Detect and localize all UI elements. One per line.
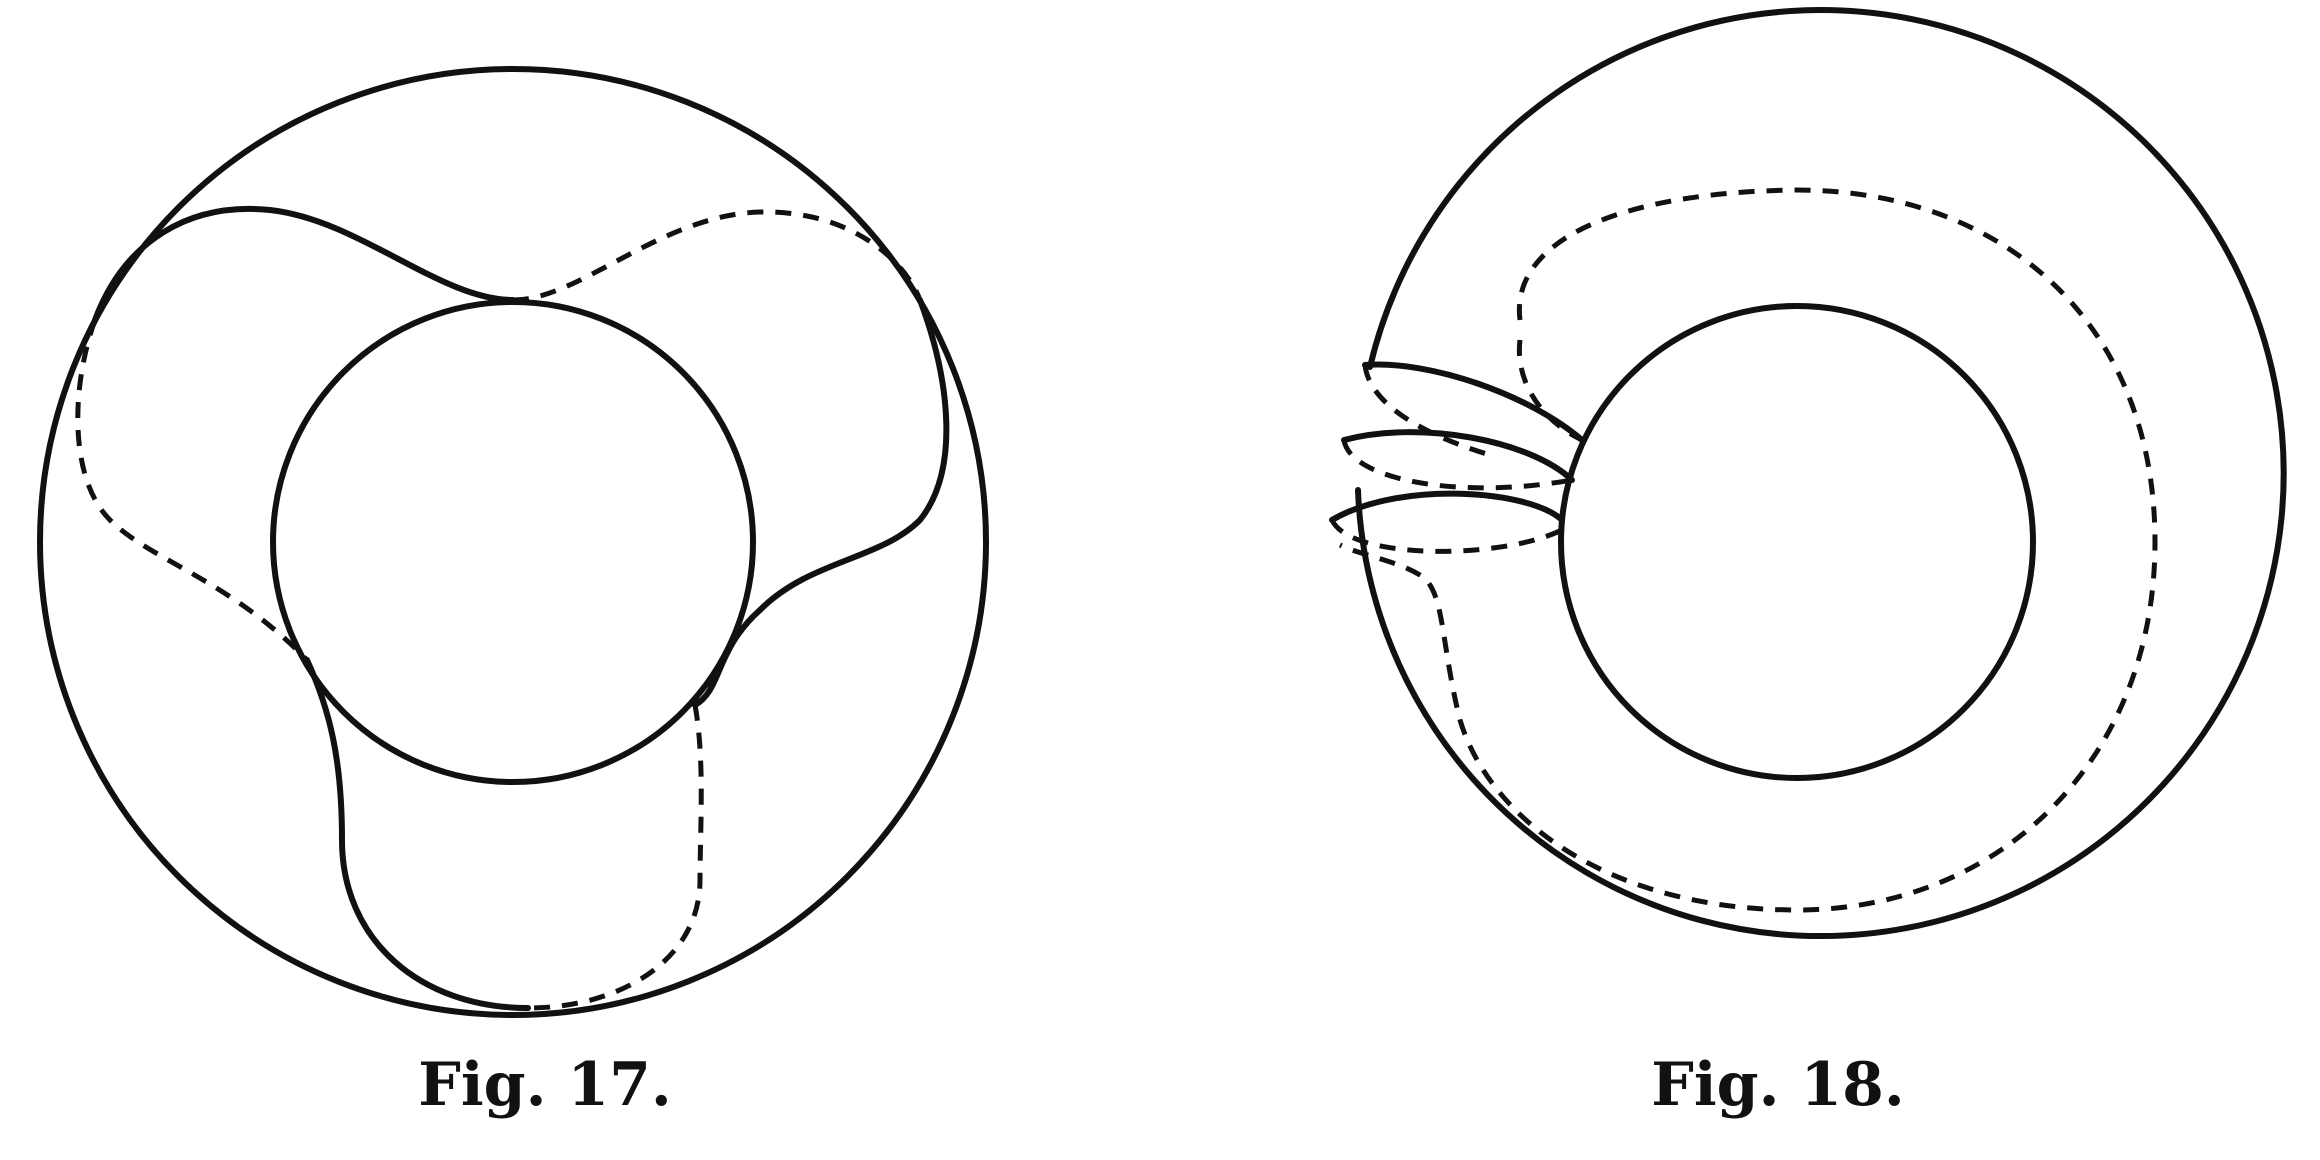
fig18-band-top-solid <box>1362 361 1585 443</box>
fig18-band-bottom-dashed <box>1329 518 1564 554</box>
fig17-lobed-curve-solid <box>92 206 950 1011</box>
fig18-outer-circle <box>1355 7 2287 940</box>
fig17-outer-circle <box>37 66 989 1018</box>
fig17-caption: Fig. 17. <box>418 1050 672 1120</box>
fig17-inner-circle <box>270 299 756 785</box>
fig17-lobed-curve-dashed <box>75 209 923 1011</box>
fig18-inner-circle <box>1558 303 2036 781</box>
fig18-band-bottom-solid <box>1329 490 1565 523</box>
fig18-band-middle-dashed <box>1341 439 1573 491</box>
fig18-caption: Fig. 18. <box>1651 1050 1905 1120</box>
fig18-band-middle-solid <box>1341 429 1575 483</box>
fig18-dashed-ring <box>1338 187 2158 913</box>
figure-18-drawing <box>1329 7 2287 940</box>
figure-17-drawing <box>37 66 989 1018</box>
fig18-band-top-dashed <box>1362 339 1584 458</box>
